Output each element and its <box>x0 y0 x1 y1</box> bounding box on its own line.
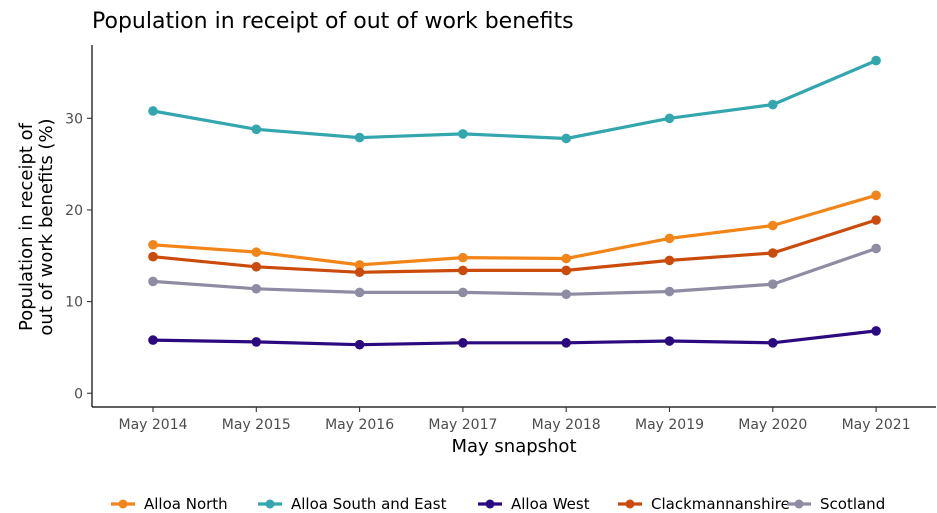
data-point <box>251 247 262 257</box>
series-alloa-north <box>148 190 881 270</box>
legend-point-key <box>625 499 635 509</box>
x-tick-label: May 2019 <box>635 417 704 433</box>
series-line <box>151 329 878 347</box>
legend-point-key <box>794 499 804 509</box>
series-line <box>151 58 878 141</box>
data-point <box>768 248 778 258</box>
series-line <box>151 246 878 296</box>
x-tick-label: May 2018 <box>532 417 601 433</box>
legend-item: Alloa West <box>478 495 590 513</box>
data-point <box>148 276 158 287</box>
x-tick-label: May 2017 <box>428 417 497 433</box>
data-point <box>561 338 571 348</box>
x-tick-label: May 2016 <box>325 417 394 433</box>
y-tick-label: 10 <box>65 295 83 311</box>
data-point <box>561 133 571 144</box>
legend-item: Alloa North <box>111 495 228 513</box>
y-axis-title: Population in receipt of out of work ben… <box>16 118 57 335</box>
y-tick-label: 30 <box>65 111 83 127</box>
data-point <box>251 261 262 272</box>
chart-title: Population in receipt of out of work ben… <box>92 9 574 34</box>
series-scotland <box>148 243 881 300</box>
data-point <box>354 132 365 143</box>
x-tick-label: May 2020 <box>738 417 807 433</box>
data-point <box>664 286 675 297</box>
series-line <box>151 218 878 274</box>
legend-label: Scotland <box>820 495 885 513</box>
data-point <box>768 279 778 289</box>
data-point <box>664 233 675 244</box>
legend-label: Alloa North <box>144 495 228 513</box>
data-point <box>871 243 881 254</box>
series-alloa-west <box>148 326 881 350</box>
data-point <box>871 326 881 336</box>
legend: Alloa North Alloa South and East Alloa Wes… <box>111 495 885 513</box>
data-point <box>251 283 262 294</box>
legend-label: Alloa South and East <box>291 495 447 513</box>
x-tick-label: May 2015 <box>222 417 291 433</box>
y-ticks: 0 10 20 30 <box>65 111 92 402</box>
data-point <box>251 124 262 135</box>
data-point <box>354 339 365 350</box>
data-point <box>664 255 675 266</box>
data-point <box>354 267 365 278</box>
y-axis-title-line-1: Population in receipt of <box>16 122 37 331</box>
data-point <box>871 190 881 201</box>
data-point <box>768 220 778 231</box>
data-point <box>664 113 675 124</box>
y-tick-label: 20 <box>65 203 83 219</box>
data-point <box>458 129 468 139</box>
data-point <box>148 106 158 116</box>
data-point <box>458 252 468 263</box>
y-tick-label: 0 <box>74 386 83 402</box>
data-point <box>561 289 571 300</box>
x-ticks: May 2014 May 2015 May 2016 May 2017 May 2018… <box>118 407 911 433</box>
data-point <box>458 287 468 298</box>
data-point <box>664 336 675 346</box>
data-point <box>148 335 158 345</box>
data-point <box>871 55 881 66</box>
legend-point-key <box>485 499 495 509</box>
legend-item: Scotland <box>787 495 885 513</box>
data-point <box>561 265 571 276</box>
series-alloa-south-and-east <box>148 55 881 144</box>
data-point <box>354 287 365 298</box>
legend-label: Alloa West <box>511 495 590 513</box>
data-point <box>458 265 468 276</box>
data-point <box>871 215 881 225</box>
plot-area: 0 10 20 30 May 2014 May 2015 May 2016 May 2017… <box>65 45 936 433</box>
series-line <box>151 193 878 267</box>
x-tick-label: May 2021 <box>842 417 911 433</box>
legend-point-key <box>118 499 128 509</box>
data-point <box>354 260 365 270</box>
data-point <box>148 251 158 262</box>
data-point <box>768 338 778 348</box>
legend-label: Clackmannanshire <box>651 495 790 513</box>
data-point <box>251 337 262 347</box>
x-axis-title: May snapshot <box>451 436 576 457</box>
legend-item: Alloa South and East <box>258 495 447 513</box>
legend-point-key <box>265 499 275 509</box>
x-tick-label: May 2014 <box>118 417 187 433</box>
data-point <box>768 99 778 110</box>
data-point <box>148 239 158 250</box>
series-clackmannanshire <box>148 215 881 278</box>
data-point <box>561 253 571 264</box>
legend-item: Clackmannanshire <box>618 495 790 513</box>
series-layer <box>148 55 881 350</box>
y-axis-title-line-2: out of work benefits (%) <box>36 118 57 335</box>
data-point <box>458 338 468 348</box>
